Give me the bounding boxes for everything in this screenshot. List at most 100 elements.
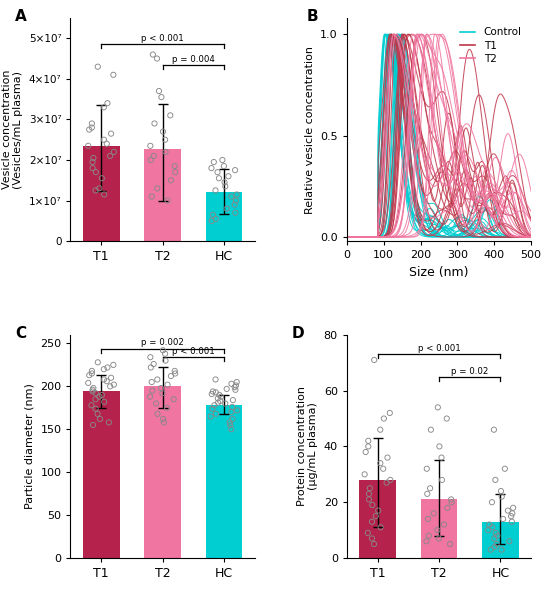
- Point: [386, 475, 395, 485]
- Point: [498, 492, 506, 502]
- Point: [146, 141, 154, 151]
- Point: [100, 374, 108, 384]
- Point: [493, 531, 502, 541]
- Point: [442, 414, 451, 424]
- Point: [230, 382, 239, 392]
- Point: [88, 387, 97, 397]
- Point: [233, 377, 241, 387]
- Point: [220, 161, 228, 171]
- Point: [159, 414, 167, 424]
- Point: [447, 497, 456, 507]
- Point: [100, 364, 108, 374]
- Point: [171, 368, 179, 378]
- Point: [109, 147, 118, 157]
- Point: [492, 528, 500, 538]
- Point: [214, 398, 222, 407]
- Point: [231, 385, 240, 395]
- Point: [215, 173, 223, 183]
- Point: [163, 380, 172, 389]
- Point: [211, 388, 220, 397]
- Point: [88, 123, 96, 133]
- Point: [224, 172, 233, 181]
- Text: B: B: [306, 9, 318, 24]
- Point: [85, 370, 94, 380]
- Point: [89, 420, 98, 430]
- Point: [227, 379, 236, 389]
- Point: [226, 420, 235, 430]
- Point: [379, 414, 388, 424]
- Point: [446, 539, 454, 549]
- Point: [209, 157, 218, 167]
- Point: [382, 478, 391, 487]
- Point: [102, 139, 111, 149]
- Point: [221, 399, 229, 409]
- Point: [376, 523, 385, 532]
- Point: [435, 533, 443, 543]
- Point: [147, 192, 156, 202]
- Point: [207, 412, 215, 421]
- Point: [102, 376, 111, 386]
- Text: p = 0.02: p = 0.02: [451, 367, 488, 376]
- Point: [154, 86, 163, 96]
- Point: [209, 387, 217, 397]
- Point: [231, 208, 240, 218]
- Text: C: C: [15, 326, 27, 341]
- Point: [211, 214, 220, 224]
- Point: [159, 127, 167, 136]
- Point: [153, 184, 162, 193]
- Point: [211, 185, 220, 195]
- Bar: [144, 386, 181, 558]
- Point: [98, 390, 106, 400]
- Point: [100, 190, 108, 199]
- Bar: [482, 522, 519, 558]
- Point: [362, 447, 370, 457]
- Point: [376, 425, 385, 434]
- Point: [437, 475, 446, 485]
- Point: [98, 173, 106, 183]
- Point: [166, 371, 175, 381]
- Point: [367, 533, 376, 543]
- Point: [385, 408, 394, 418]
- Point: [147, 377, 156, 387]
- Point: [507, 511, 515, 521]
- Point: [100, 103, 108, 112]
- Point: [159, 418, 168, 427]
- Point: [109, 70, 118, 80]
- Point: [161, 349, 170, 359]
- Point: [229, 395, 237, 405]
- Point: [222, 204, 231, 214]
- Point: [89, 383, 98, 393]
- Point: [207, 163, 216, 173]
- Point: [221, 182, 230, 191]
- Point: [92, 388, 100, 398]
- Point: [106, 151, 114, 161]
- Point: [88, 385, 97, 395]
- Point: [89, 153, 98, 163]
- Point: [423, 489, 431, 499]
- Point: [209, 210, 217, 220]
- Point: [509, 503, 518, 512]
- Point: [100, 397, 108, 407]
- Point: [376, 458, 385, 468]
- Point: [84, 141, 93, 151]
- Point: [109, 360, 118, 370]
- Point: [426, 484, 435, 493]
- Point: [225, 418, 234, 427]
- Point: [434, 403, 442, 412]
- Point: [370, 355, 378, 365]
- Point: [365, 484, 374, 493]
- Point: [489, 425, 498, 434]
- Point: [91, 394, 100, 404]
- Point: [92, 167, 100, 177]
- Point: [365, 489, 373, 499]
- Point: [88, 157, 97, 167]
- Point: [497, 545, 506, 554]
- Point: [424, 531, 433, 541]
- Point: [171, 167, 179, 177]
- Point: [146, 155, 155, 165]
- Point: [161, 356, 170, 365]
- Point: [424, 514, 433, 524]
- Point: [217, 392, 225, 401]
- Point: [150, 151, 158, 161]
- Point: [218, 155, 227, 165]
